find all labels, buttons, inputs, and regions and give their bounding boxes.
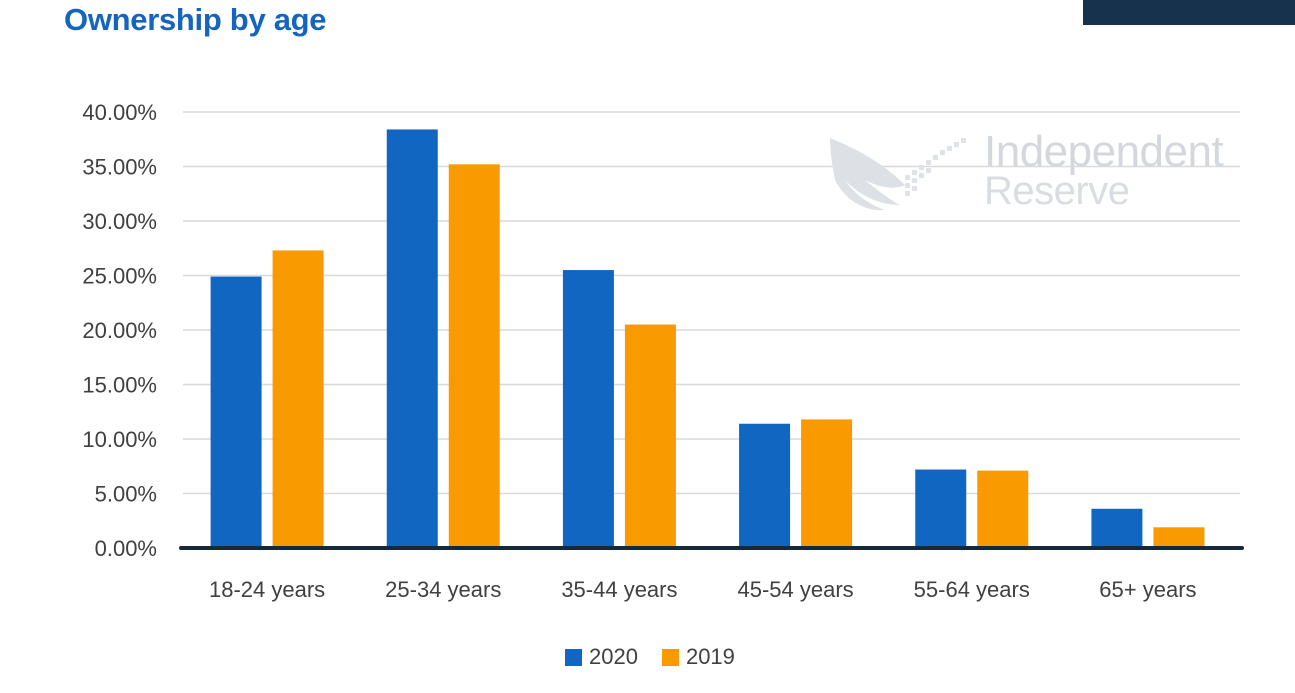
legend-item-2020: 2020 [565, 644, 638, 670]
y-tick-label: 20.00% [82, 318, 157, 343]
gridlines [183, 111, 1240, 495]
legend-label-2019: 2019 [685, 644, 735, 669]
y-tick-label: 0.00% [95, 536, 157, 561]
bar-2019-2 [448, 164, 500, 548]
x-category-label: 35-44 years [561, 577, 677, 602]
chart-title: Ownership by age [64, 2, 327, 37]
x-category-label: 65+ years [1099, 577, 1196, 602]
bar-2020-3 [562, 270, 614, 548]
bar-2019-5 [977, 470, 1029, 548]
corner-accent-bar [1083, 0, 1295, 25]
legend-swatch-2019 [661, 648, 679, 666]
legend-label-2020: 2020 [589, 644, 638, 669]
y-tick-label: 5.00% [95, 482, 157, 507]
x-category-label: 18-24 years [209, 577, 325, 602]
bar-2019-3 [624, 324, 676, 548]
watermark-line1: Independent [984, 127, 1223, 176]
x-axis-categories: 18-24 years 25-34 years 35-44 years 45-54 y… [209, 577, 1197, 602]
y-tick-label: 25.00% [82, 264, 157, 289]
y-tick-label: 15.00% [82, 373, 157, 398]
x-category-label: 55-64 years [914, 577, 1030, 602]
bar-2020-4 [739, 423, 791, 548]
y-axis-ticks: 0.00% 5.00% 10.00% 15.00% 20.00% 25.00% 30.00%… [82, 100, 157, 561]
bar-2020-5 [915, 469, 967, 548]
bar-2020-6 [1091, 508, 1143, 548]
bar-2019-4 [801, 419, 853, 548]
watermark-logo: Independent Reserve [830, 127, 1224, 213]
x-category-label: 45-54 years [737, 577, 853, 602]
legend-item-2019: 2019 [661, 644, 735, 670]
y-tick-label: 40.00% [82, 100, 157, 125]
watermark-line2: Reserve [984, 169, 1129, 213]
y-tick-label: 30.00% [82, 209, 157, 234]
legend: 2020 2019 [565, 644, 749, 670]
bar-2020-2 [386, 129, 438, 548]
legend-swatch-2020 [565, 648, 582, 666]
y-tick-label: 35.00% [82, 155, 157, 180]
eagle-wing-logo-icon [830, 138, 966, 211]
bar-2019-6 [1153, 527, 1205, 548]
x-category-label: 25-34 years [385, 577, 501, 602]
bar-2020-1 [210, 276, 262, 548]
bars [210, 129, 1205, 548]
y-tick-label: 10.00% [82, 427, 157, 452]
bar-2019-1 [272, 250, 324, 548]
